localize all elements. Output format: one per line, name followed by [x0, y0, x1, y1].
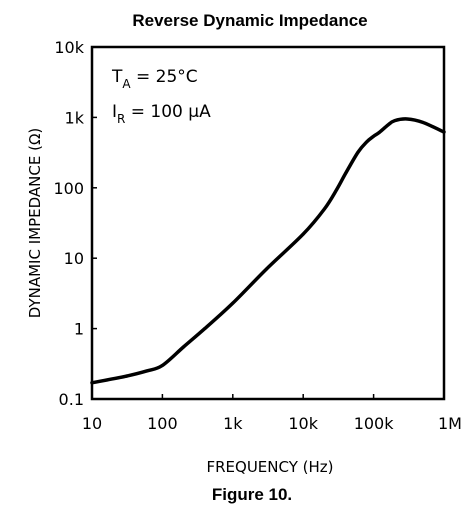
figure-caption: Figure 10.: [212, 485, 292, 504]
y-tick-label: 0.1: [59, 390, 84, 409]
data-point: [90, 381, 94, 385]
x-axis-label: FREQUENCY (Hz): [206, 458, 333, 476]
y-axis-label: DYNAMIC IMPEDANCE (Ω): [26, 128, 44, 319]
data-point: [365, 140, 369, 144]
x-tick-label: 100k: [354, 414, 395, 433]
annotation-temperature: TA = 25°C: [111, 67, 198, 91]
x-tick-label: 1M: [438, 414, 461, 433]
data-point: [322, 207, 326, 211]
data-point: [405, 117, 409, 121]
data-point: [335, 187, 339, 191]
data-point: [393, 119, 397, 123]
data-point: [182, 345, 186, 349]
x-tick-label: 10k: [288, 414, 318, 433]
data-point: [301, 232, 305, 236]
x-tick-label: 10: [82, 414, 102, 433]
data-point: [145, 369, 149, 373]
x-ticks: 10 100 1k 10k 100k 1M: [82, 394, 461, 433]
y-tick-label: 1k: [65, 108, 85, 127]
data-point: [356, 150, 360, 154]
y-ticks: 10k 1k 100 10 1 0.1: [53, 38, 97, 409]
annotation-current: IR = 100 μA: [112, 102, 211, 126]
impedance-series-line: [90, 117, 446, 385]
data-point: [160, 363, 164, 367]
x-tick-label: 1k: [223, 414, 243, 433]
chart-title: Reverse Dynamic Impedance: [132, 11, 367, 30]
data-point: [231, 301, 235, 305]
data-point: [386, 123, 390, 127]
data-point: [421, 120, 425, 124]
y-tick-label: 10: [64, 249, 84, 268]
data-point: [203, 327, 207, 331]
y-tick-label: 10k: [54, 38, 84, 57]
data-point: [264, 267, 268, 271]
plot-frame: [90, 45, 446, 401]
y-tick-label: 100: [53, 179, 84, 198]
data-point: [124, 374, 128, 378]
data-point: [442, 130, 446, 134]
x-tick-label: 100: [147, 414, 178, 433]
data-point: [372, 134, 376, 138]
data-point: [344, 171, 348, 175]
data-point: [377, 131, 381, 135]
y-tick-label: 1: [74, 320, 84, 339]
data-points: [90, 117, 446, 385]
